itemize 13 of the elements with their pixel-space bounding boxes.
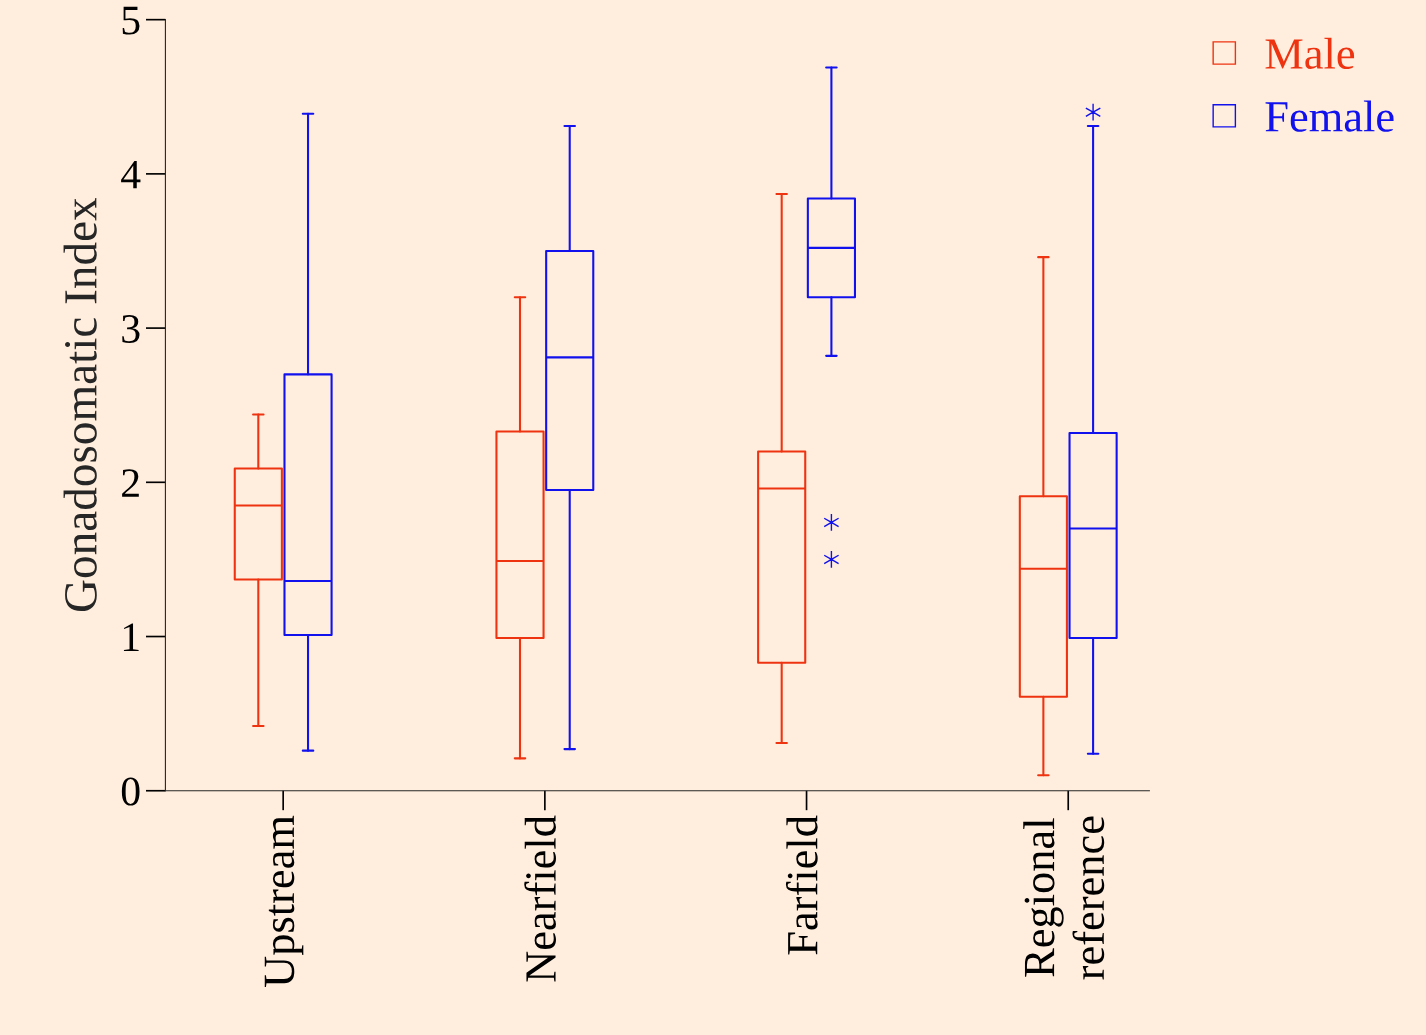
x-tick-label: Farfield xyxy=(785,815,818,955)
legend-label: Female xyxy=(1265,100,1394,132)
y-tick-label: 0 xyxy=(121,777,140,806)
y-tick-label: 4 xyxy=(121,160,141,189)
x-tick-label: Nearfield xyxy=(524,815,556,982)
y-tick-label: 1 xyxy=(123,623,139,651)
y-tick-label: 3 xyxy=(122,314,140,343)
x-tick-label: Regional reference xyxy=(1023,816,1105,980)
y-axis-title: Gonadosomatic Index xyxy=(63,197,97,612)
y-tick-label: 5 xyxy=(122,6,140,35)
y-tick-label: 2 xyxy=(122,469,139,497)
x-tick-label: Upstream xyxy=(264,815,304,987)
legend-label: Male xyxy=(1265,37,1355,69)
